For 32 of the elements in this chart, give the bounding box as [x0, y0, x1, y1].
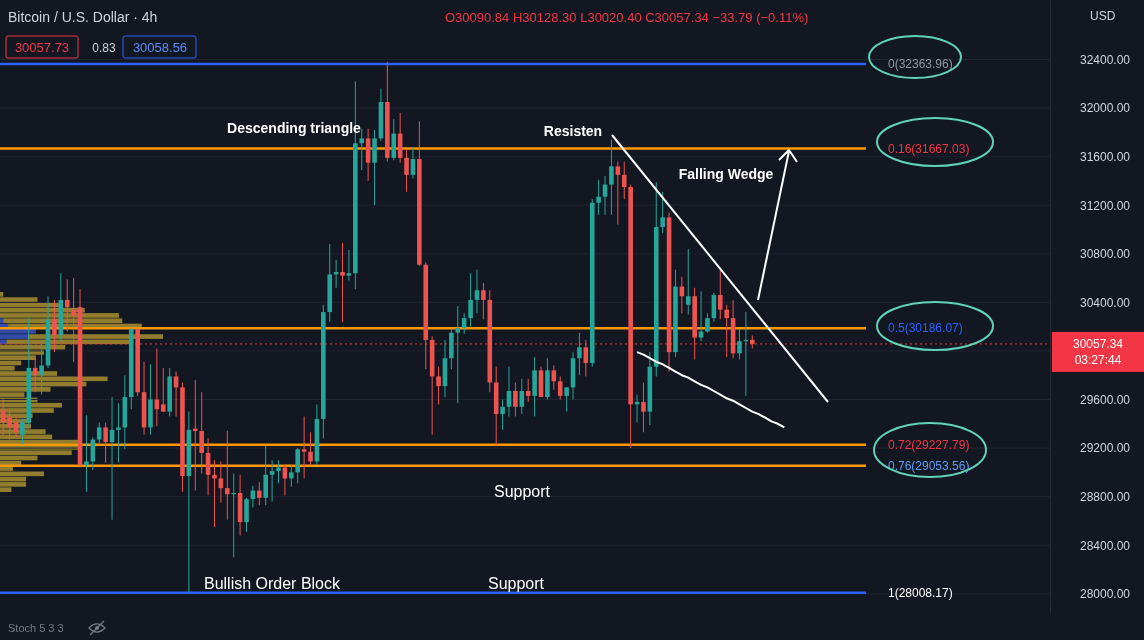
text: USD: [1090, 9, 1116, 23]
y-tick-label: 31200.00: [1079, 198, 1131, 213]
y-tick-label: 32400.00: [1079, 52, 1131, 67]
y-tick-label: 29600.00: [1079, 392, 1131, 407]
annotation: Support: [487, 575, 545, 592]
text: Bitcoin / U.S. Dollar · 4h: [8, 9, 158, 25]
y-tick-label: 30400.00: [1079, 295, 1131, 310]
text: Stoch 5 3 3: [8, 622, 64, 634]
annotation: Bullish Order Block: [203, 575, 342, 592]
ref-line-label: 0.72(29227.79): [888, 437, 970, 452]
annotation: Falling Wedge: [678, 166, 774, 182]
y-tick-label: 28400.00: [1079, 538, 1131, 553]
text: 03:27:44: [1074, 353, 1122, 367]
ref-line-label: 0.16(31667.03): [888, 141, 970, 156]
y-tick-label: 28800.00: [1079, 489, 1131, 504]
annotation: Support: [493, 483, 551, 500]
annotation: 30058.56: [132, 40, 188, 55]
y-tick-label: 29200.00: [1079, 441, 1131, 456]
ref-line-label: 30057.34: [1072, 336, 1124, 351]
annotation: Descending triangle: [227, 120, 362, 136]
annotation: O30090.84 H30128.30 L30020.40 C30057.34 −33.79 (−0.11%): [445, 10, 809, 25]
y-tick-label: 31600.00: [1079, 149, 1131, 164]
annotation: 0.83: [92, 41, 116, 55]
ref-line-label: 0.76(29053.56): [888, 458, 970, 473]
annotation: 30057.73: [14, 40, 70, 55]
y-tick-label: 28000.00: [1079, 587, 1131, 602]
ref-line-label: 1(28008.17): [888, 585, 953, 600]
ref-line-label: 0.5(30186.07): [888, 321, 963, 336]
y-tick-label: 32000.00: [1079, 101, 1131, 116]
y-tick-label: 30800.00: [1079, 247, 1131, 262]
ref-line-label: 0(32363.96): [888, 56, 953, 71]
annotation: Resisten: [543, 123, 603, 139]
